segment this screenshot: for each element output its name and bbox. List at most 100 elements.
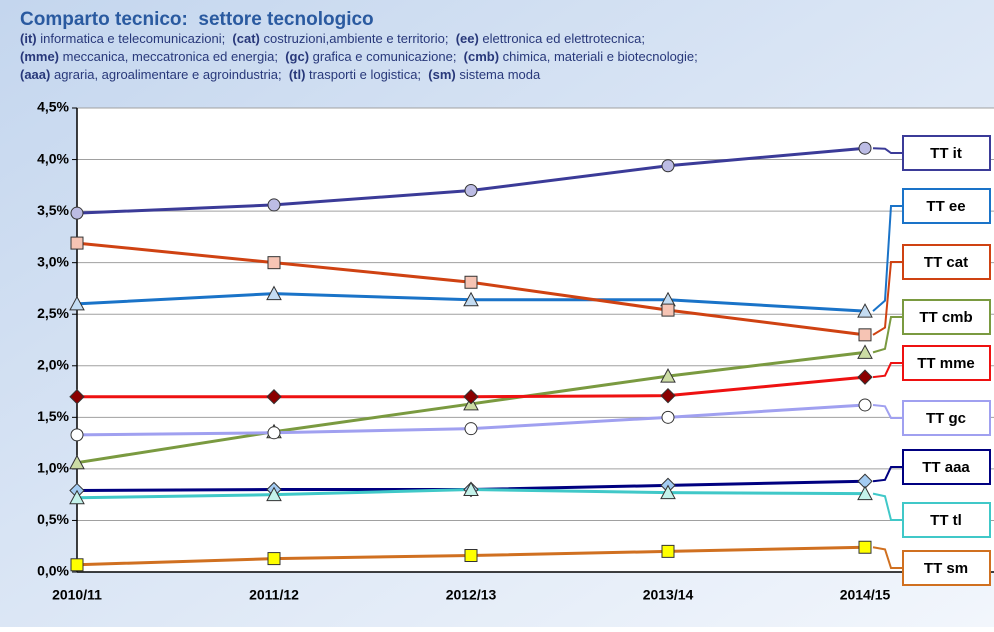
legend-box: [902, 400, 991, 436]
x-tick-label: 2013/14: [643, 587, 694, 603]
legend-box: [902, 299, 991, 335]
legend-connector: [872, 546, 903, 569]
marker: [661, 410, 675, 424]
marker: [857, 303, 873, 318]
legend-label: TT aaa: [922, 459, 970, 476]
marker: [267, 552, 281, 566]
marker: [69, 295, 85, 311]
legend-label: TT mme: [917, 355, 975, 372]
legend-box: [902, 502, 991, 538]
legend-label: TT tl: [930, 512, 962, 529]
marker: [857, 485, 873, 501]
y-tick-label: 4,0%: [37, 150, 69, 166]
subtitle: (mme) meccanica, meccatronica ed energia…: [20, 49, 698, 64]
y-tick-label: 2,0%: [37, 356, 69, 372]
marker: [464, 549, 478, 563]
y-tick-label: 0,5%: [37, 511, 69, 527]
subtitle-segment: elettronica ed elettrotecnica;: [479, 31, 645, 46]
legend-connector: [872, 316, 903, 354]
marker: [858, 141, 872, 155]
legend-connector: [872, 492, 903, 521]
x-tick-label: 2010/11: [52, 587, 102, 603]
subtitle-segment: (aaa): [20, 67, 50, 82]
marker: [266, 389, 282, 405]
y-tick-label: 2,5%: [37, 305, 69, 321]
legend-connector: [872, 261, 903, 336]
chart-title: Comparto tecnico: settore tecnologico: [20, 9, 374, 30]
subtitle-segment: meccanica, meccatronica ed energia;: [59, 49, 285, 64]
subtitle-segment: (tl): [289, 67, 306, 82]
legend-box: [902, 244, 991, 280]
legend-label: TT gc: [926, 410, 966, 427]
subtitle: (aaa) agraria, agroalimentare e agroindu…: [20, 67, 541, 82]
legend-box: [902, 135, 991, 171]
subtitle-segment: chimica, materiali e biotecnologie;: [499, 49, 698, 64]
legend-box: [902, 449, 991, 485]
y-tick-label: 3,5%: [37, 202, 69, 218]
y-tick-label: 4,5%: [37, 99, 69, 115]
legend-box: [902, 188, 991, 224]
marker: [464, 183, 478, 197]
subtitle-segment: trasporti e logistica;: [305, 67, 428, 82]
marker: [266, 486, 282, 502]
y-tick-label: 3,0%: [37, 253, 69, 269]
marker: [267, 426, 281, 440]
marker: [661, 159, 675, 173]
marker: [70, 206, 84, 220]
marker: [464, 422, 478, 436]
subtitle-segment: agraria, agroalimentare e agroindustria;: [50, 67, 288, 82]
marker: [857, 369, 873, 385]
y-tick-label: 1,5%: [37, 408, 69, 424]
legend-box: [902, 345, 991, 381]
subtitle-segment: sistema moda: [456, 67, 541, 82]
marker: [661, 544, 675, 558]
marker: [266, 285, 282, 301]
marker: [463, 389, 479, 405]
y-tick-label: 1,0%: [37, 460, 69, 476]
subtitle: (it) informatica e telecomunicazioni; (c…: [20, 31, 645, 46]
legend-box: [902, 550, 991, 586]
marker: [660, 368, 676, 383]
marker: [69, 389, 85, 405]
subtitle-segment: costruzioni,ambiente e territorio;: [260, 31, 456, 46]
marker: [464, 275, 478, 289]
marker: [70, 236, 84, 250]
x-tick-label: 2014/15: [840, 587, 891, 603]
x-tick-label: 2012/13: [446, 587, 497, 603]
subtitle-segment: (gc): [285, 49, 309, 64]
marker: [463, 291, 479, 307]
legend-label: TT cat: [924, 254, 968, 271]
subtitle-segment: grafica e comunicazione;: [309, 49, 464, 64]
subtitle-segment: (ee): [456, 31, 479, 46]
subtitle-segment: (mme): [20, 49, 59, 64]
legend-connector: [872, 147, 903, 154]
legend-label: TT ee: [926, 198, 965, 215]
subtitle-segment: (cmb): [464, 49, 499, 64]
subtitle-segment: (cat): [232, 31, 259, 46]
marker: [661, 303, 675, 317]
marker: [858, 328, 872, 342]
legend-connector: [872, 205, 903, 312]
marker: [70, 428, 84, 442]
marker: [857, 344, 873, 359]
x-tick-label: 2011/12: [249, 587, 299, 603]
legend-label: TT cmb: [919, 309, 972, 326]
marker: [69, 489, 85, 505]
legend-label: TT it: [930, 145, 962, 162]
marker: [463, 481, 479, 497]
y-tick-label: 0,0%: [37, 563, 69, 579]
legend-connector: [872, 403, 903, 419]
legend-label: TT sm: [924, 560, 968, 577]
marker: [267, 256, 281, 270]
marker: [660, 387, 676, 404]
legend-connector: [872, 466, 903, 483]
subtitle-segment: (sm): [428, 67, 455, 82]
marker: [858, 398, 872, 412]
legend-connector: [872, 362, 903, 379]
marker: [267, 198, 281, 212]
subtitle-segment: informatica e telecomunicazioni;: [37, 31, 233, 46]
plot-area: [77, 108, 994, 572]
marker: [660, 484, 676, 500]
subtitle-segment: (it): [20, 31, 37, 46]
